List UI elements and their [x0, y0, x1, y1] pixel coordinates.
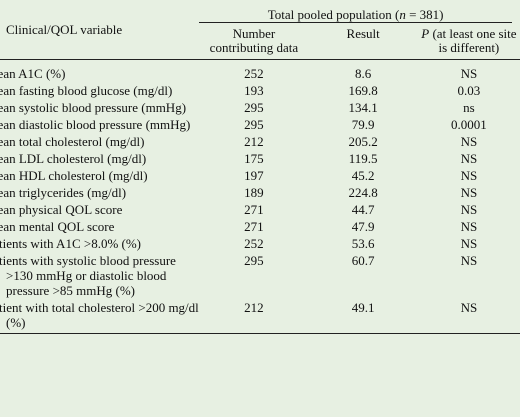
row-number: 252	[244, 66, 264, 81]
table-row: Mean diastolic blood pressure (mmHg) 295…	[0, 115, 520, 132]
row-number: 197	[244, 168, 264, 183]
table-row: Mean total cholesterol (mg/dl) 212 205.2…	[0, 132, 520, 149]
row-variable: Mean diastolic blood pressure (mmHg)	[0, 117, 191, 132]
table-row: Mean LDL cholesterol (mg/dl) 175 119.5 N…	[0, 149, 520, 166]
row-p: NS	[460, 253, 478, 268]
row-variable: Mean fasting blood glucose (mg/dl)	[0, 83, 173, 98]
table-row: Mean systolic blood pressure (mmHg) 295 …	[0, 98, 520, 115]
column-header-row: Number contributing data Result P (at le…	[0, 25, 520, 60]
row-result: 224.8	[348, 185, 378, 200]
row-p: NS	[460, 168, 478, 183]
row-p: 0.03	[457, 83, 481, 98]
row-variable: Mean mental QOL score	[0, 219, 115, 234]
row-result: 79.9	[351, 117, 375, 132]
row-p: NS	[460, 236, 478, 251]
table-row: Mean triglycerides (mg/dl) 189 224.8 NS	[0, 183, 520, 200]
row-number: 175	[244, 151, 264, 166]
row-p: NS	[460, 185, 478, 200]
row-result: 53.6	[351, 236, 375, 251]
row-p: NS	[460, 219, 478, 234]
header-result-cell: Result	[309, 25, 418, 60]
row-variable: Mean HDL cholesterol (mg/dl)	[0, 168, 148, 183]
row-p: NS	[460, 300, 478, 315]
header-number-cell: Number contributing data	[199, 25, 308, 60]
row-number: 212	[244, 300, 264, 315]
table-row: Mean physical QOL score 271 44.7 NS	[0, 200, 520, 217]
group-header-row: Clinical/QOL variable Total pooled popul…	[0, 4, 520, 37]
row-p: NS	[460, 134, 478, 149]
row-p: ns	[463, 100, 475, 115]
table-row: Mean A1C (%) 252 8.6 NS	[0, 64, 520, 81]
table-row: Mean mental QOL score 271 47.9 NS	[0, 217, 520, 234]
table-row: Mean HDL cholesterol (mg/dl) 197 45.2 NS	[0, 166, 520, 183]
table-row: Mean fasting blood glucose (mg/dl) 193 1…	[0, 81, 520, 98]
row-variable: Mean physical QOL score	[0, 202, 123, 217]
row-result: 47.9	[351, 219, 375, 234]
row-variable: Patients with A1C >8.0% (%)	[0, 236, 142, 251]
row-number: 193	[244, 83, 264, 98]
row-result: 44.7	[351, 202, 375, 217]
row-result: 45.2	[351, 168, 375, 183]
row-result: 119.5	[348, 151, 378, 166]
header-bottom-rule	[0, 59, 520, 65]
row-variable: Mean total cholesterol (mg/dl)	[0, 134, 145, 149]
row-number: 212	[244, 134, 264, 149]
table-row: Patient with total cholesterol >200 mg/d…	[0, 298, 520, 334]
row-variable: Mean A1C (%)	[0, 66, 66, 81]
header-p-italic: P	[421, 26, 430, 41]
row-p: NS	[460, 66, 478, 81]
row-number: 252	[244, 236, 264, 251]
header-result: Result	[346, 26, 380, 41]
group-header-suffix: = 381)	[405, 7, 444, 22]
group-header-prefix: Total pooled population (	[267, 7, 400, 22]
row-p: NS	[460, 202, 478, 217]
row-result: 134.1	[348, 100, 378, 115]
header-variable: Clinical/QOL variable	[6, 22, 123, 37]
header-number: Number contributing data	[209, 26, 299, 55]
header-p-rest: (at least one site is different)	[429, 26, 517, 55]
row-variable: Patients with systolic blood pressure >1…	[0, 253, 176, 298]
row-p: 0.0001	[451, 117, 487, 132]
row-variable: Patient with total cholesterol >200 mg/d…	[0, 300, 199, 330]
row-result: 49.1	[351, 300, 375, 315]
row-number: 295	[244, 100, 264, 115]
row-number: 295	[244, 117, 264, 132]
row-number: 295	[244, 253, 264, 268]
group-header-cell: Total pooled population (n = 381)	[199, 4, 520, 25]
row-number: 271	[244, 219, 264, 234]
row-result: 60.7	[351, 253, 375, 268]
row-result: 8.6	[355, 66, 372, 81]
table-row: Patients with systolic blood pressure >1…	[0, 251, 520, 298]
table-row: Patients with A1C >8.0% (%) 252 53.6 NS	[0, 234, 520, 251]
header-variable-cell: Clinical/QOL variable	[0, 4, 199, 60]
row-number: 271	[244, 202, 264, 217]
group-header-underline: Total pooled population (n = 381)	[199, 7, 512, 23]
row-result: 205.2	[348, 134, 378, 149]
row-variable: Mean LDL cholesterol (mg/dl)	[0, 151, 147, 166]
row-variable: Mean systolic blood pressure (mmHg)	[0, 100, 187, 115]
group-header-n: n	[399, 7, 406, 22]
header-p-cell: P (at least one site is different)	[418, 25, 520, 60]
results-table: Clinical/QOL variable Total pooled popul…	[0, 4, 520, 334]
row-number: 189	[244, 185, 264, 200]
row-result: 169.8	[348, 83, 378, 98]
row-variable: Mean triglycerides (mg/dl)	[0, 185, 127, 200]
row-p: NS	[460, 151, 478, 166]
